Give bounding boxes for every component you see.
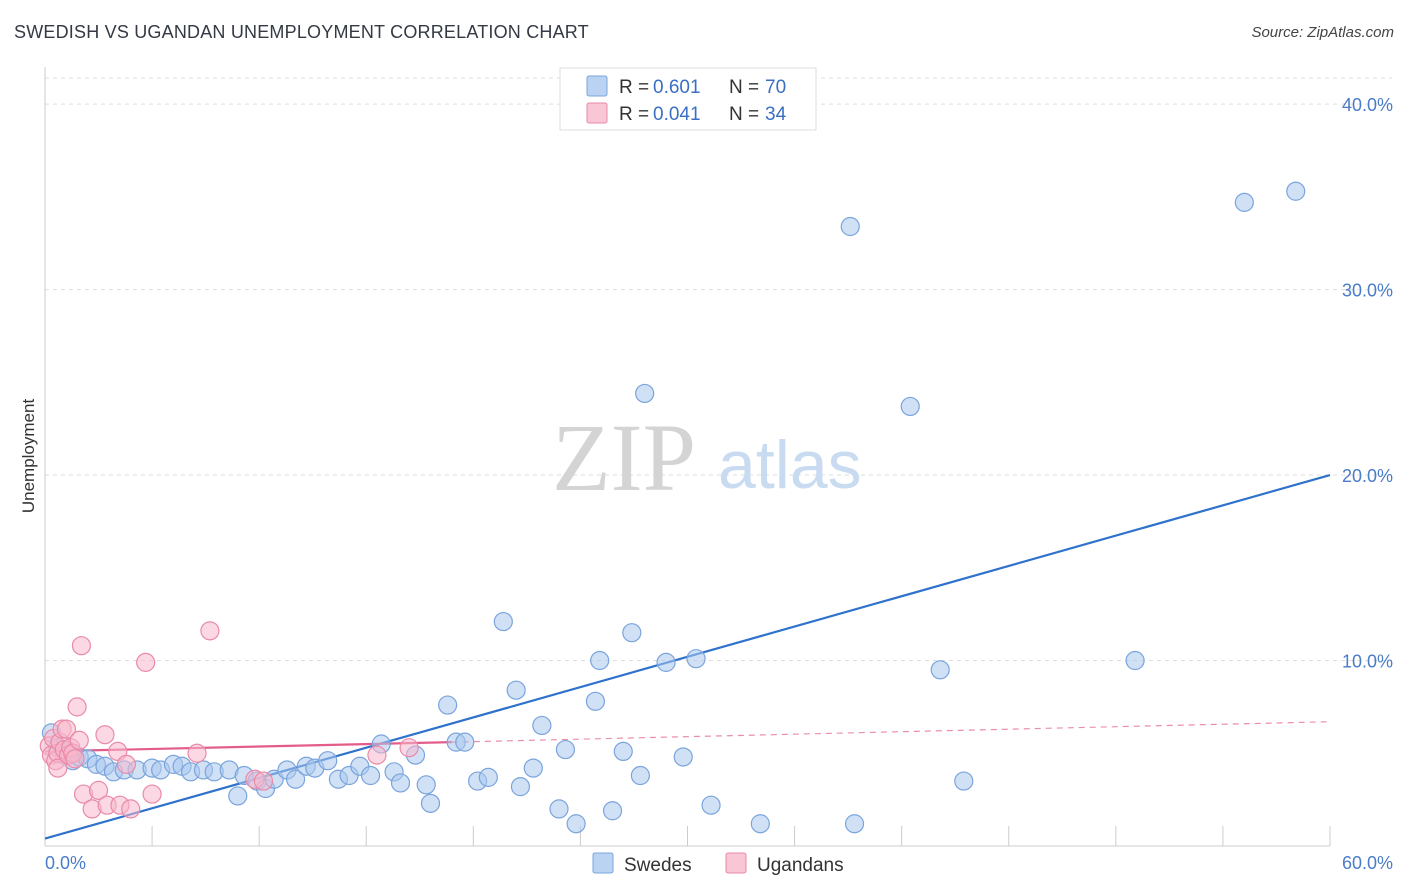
point-ugandans: [56, 719, 77, 739]
point-swedes: [673, 747, 693, 767]
point-ugandans: [71, 636, 92, 656]
point-ugandans: [200, 621, 220, 641]
point-ugandans: [399, 738, 419, 758]
point-swedes: [900, 396, 920, 417]
point-swedes: [622, 623, 642, 643]
watermark: ZIP atlas: [552, 404, 862, 511]
point-swedes: [930, 660, 950, 680]
bottom-legend-label-ugandans: Ugandans: [757, 855, 844, 876]
y-tick-label: 20.0%: [1342, 466, 1393, 486]
point-ugandans: [116, 754, 136, 774]
point-swedes: [613, 741, 633, 762]
point-ugandans: [48, 758, 68, 778]
series-legend: Swedes Ugandans: [592, 852, 844, 876]
axes: [44, 67, 1331, 847]
legend-n-value-ugandans: 34: [765, 104, 787, 125]
legend-n-label-ugandans: N =: [729, 104, 759, 125]
point-swedes: [686, 649, 706, 669]
chart-title: SWEDISH VS UGANDAN UNEMPLOYMENT CORRELAT…: [14, 22, 589, 42]
grid-lines: [45, 77, 1392, 662]
legend-r-value-swedes: 0.601: [653, 77, 701, 98]
point-swedes: [360, 765, 381, 786]
legend-n-label-swedes: N =: [729, 77, 759, 98]
point-ugandans: [65, 749, 85, 769]
data-points: [39, 181, 1306, 834]
y-tick-label: 10.0%: [1342, 652, 1393, 672]
y-tick-label: 40.0%: [1342, 95, 1393, 115]
point-swedes: [1286, 181, 1306, 201]
point-swedes: [840, 216, 860, 237]
watermark-zip: ZIP: [552, 404, 696, 511]
bottom-legend-label-swedes: Swedes: [624, 855, 692, 876]
point-ugandans: [142, 784, 162, 804]
point-swedes: [590, 650, 610, 671]
point-swedes: [438, 695, 458, 715]
point-ugandans: [121, 799, 141, 819]
legend-swatch-swedes: [586, 75, 608, 97]
point-swedes: [585, 691, 606, 711]
chart-source: Source: ZipAtlas.com: [1251, 24, 1394, 41]
point-swedes: [630, 765, 650, 786]
point-swedes: [555, 739, 576, 760]
bottom-legend-swatch-swedes: [592, 852, 614, 874]
point-swedes: [228, 786, 248, 806]
point-swedes: [750, 814, 770, 834]
point-swedes: [420, 793, 441, 813]
point-swedes: [478, 767, 498, 787]
x-tick-label: 0.0%: [45, 853, 86, 873]
tick-labels: 10.0% 20.0% 30.0% 40.0% 0.0% 60.0%: [45, 95, 1393, 873]
legend-n-value-swedes: 70: [765, 77, 786, 98]
point-swedes: [566, 814, 586, 834]
point-swedes: [506, 680, 526, 700]
legend-r-label-swedes: R =: [619, 77, 649, 98]
point-swedes: [390, 773, 411, 793]
point-ugandans: [136, 652, 156, 672]
correlation-legend: R = 0.601 N = 70 R = 0.041 N = 34: [559, 67, 817, 131]
point-swedes: [844, 814, 865, 834]
point-swedes: [318, 751, 338, 771]
point-swedes: [510, 777, 531, 797]
legend-swatch-ugandans: [586, 102, 608, 124]
y-axis-label: Unemployment: [19, 399, 38, 514]
point-swedes: [602, 801, 623, 821]
point-swedes: [701, 795, 721, 815]
point-ugandans: [253, 771, 274, 791]
y-tick-label: 30.0%: [1342, 281, 1393, 301]
point-swedes: [1125, 650, 1145, 671]
point-swedes: [416, 775, 436, 795]
point-swedes: [493, 611, 513, 632]
point-ugandans: [67, 697, 87, 717]
x-tick-label: 60.0%: [1342, 853, 1393, 873]
point-swedes: [549, 799, 569, 819]
point-swedes: [635, 383, 655, 404]
point-ugandans: [187, 743, 207, 763]
point-ugandans: [95, 725, 115, 745]
point-ugandans: [367, 745, 387, 765]
point-swedes: [656, 652, 676, 672]
watermark-atlas: atlas: [718, 427, 862, 503]
point-ugandans: [88, 780, 109, 800]
point-swedes: [455, 732, 475, 752]
point-swedes: [285, 769, 306, 789]
point-swedes: [954, 771, 974, 791]
trend-line-dashed-ugandans: [451, 721, 1331, 743]
point-swedes: [1234, 192, 1254, 212]
point-ugandans: [69, 730, 89, 750]
point-swedes: [523, 758, 543, 778]
bottom-legend-swatch-ugandans: [725, 852, 747, 874]
point-swedes: [532, 715, 552, 736]
legend-r-value-ugandans: 0.041: [653, 104, 701, 125]
legend-r-label-ugandans: R =: [619, 104, 649, 125]
